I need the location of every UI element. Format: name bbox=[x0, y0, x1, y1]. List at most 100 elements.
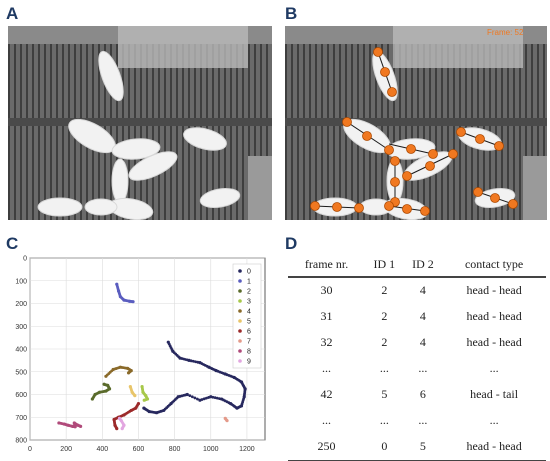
data-point bbox=[220, 397, 224, 401]
trajectory-chart: 0 200 400 600 800 1000 1200 010020030040050060… bbox=[15, 256, 266, 453]
cell: ... bbox=[379, 413, 389, 427]
series-2 bbox=[90, 382, 112, 401]
cell: 4 bbox=[419, 335, 426, 349]
cell: ... bbox=[489, 361, 499, 375]
cell: 4 bbox=[419, 283, 426, 297]
cell: ... bbox=[379, 361, 389, 375]
table-row: 32 2 4 head - head bbox=[288, 330, 546, 356]
data-point bbox=[195, 397, 199, 401]
cell: head - head bbox=[466, 283, 522, 297]
data-point bbox=[120, 427, 124, 431]
y-tick-label: 800 bbox=[15, 438, 27, 445]
data-point bbox=[202, 397, 206, 401]
data-point bbox=[142, 406, 146, 410]
data-point bbox=[192, 359, 195, 363]
pig-keypoint-overlay bbox=[310, 47, 518, 216]
cell: 0 bbox=[381, 439, 388, 453]
cell: ... bbox=[322, 413, 332, 427]
cell: ... bbox=[418, 413, 428, 427]
data-point bbox=[218, 397, 221, 400]
legend-label: 0 bbox=[247, 269, 251, 276]
header-id-1: ID 1 bbox=[373, 257, 396, 271]
panel-label-a: A bbox=[6, 4, 19, 23]
series-4 bbox=[104, 365, 133, 378]
legend-label: 1 bbox=[247, 279, 251, 286]
series-3 bbox=[140, 384, 150, 402]
y-tick-label: 0 bbox=[23, 256, 27, 263]
legend-label: 7 bbox=[247, 339, 251, 346]
cell: 31 bbox=[320, 309, 333, 323]
header-id-2: ID 2 bbox=[412, 257, 434, 271]
series-9 bbox=[117, 416, 126, 431]
data-point bbox=[102, 382, 106, 386]
table-row: 30 2 4 head - head bbox=[288, 277, 546, 304]
panel-label-d: D bbox=[285, 234, 298, 253]
frame-counter: Frame: 52 bbox=[487, 28, 524, 37]
data-point bbox=[136, 402, 141, 406]
legend-marker bbox=[238, 319, 242, 323]
data-point bbox=[133, 394, 137, 398]
data-point bbox=[213, 396, 217, 400]
pen-photo-a-image bbox=[8, 26, 272, 220]
cell: 5 bbox=[381, 387, 388, 401]
pen-photo-b-image: Frame: 52 bbox=[285, 26, 547, 220]
x-tick-label: 600 bbox=[133, 446, 145, 453]
cell: ... bbox=[322, 361, 332, 375]
data-point bbox=[190, 395, 194, 399]
x-tick-label: 800 bbox=[169, 446, 181, 453]
data-point bbox=[225, 419, 229, 423]
cell: 250 bbox=[317, 439, 336, 453]
data-point bbox=[126, 371, 131, 375]
series-8 bbox=[57, 421, 83, 429]
x-tick-label: 1000 bbox=[203, 446, 219, 453]
legend-marker bbox=[238, 349, 242, 353]
chart-legend: 0 1 2 3 4 5 6 7 8 9 bbox=[232, 263, 262, 369]
legend-label: 3 bbox=[247, 299, 251, 306]
series-7 bbox=[223, 416, 229, 423]
x-tick-label: 200 bbox=[60, 446, 72, 453]
data-point bbox=[194, 360, 197, 364]
y-tick-label: 400 bbox=[15, 347, 27, 354]
data-point bbox=[198, 398, 202, 402]
cell: 30 bbox=[320, 283, 333, 297]
legend-marker bbox=[238, 279, 242, 283]
y-tick-label: 100 bbox=[15, 278, 27, 285]
header-contact-type: contact type bbox=[464, 257, 524, 271]
legend-box bbox=[232, 263, 262, 369]
legend-label: 2 bbox=[247, 289, 251, 296]
table-row: 250 0 5 head - head bbox=[288, 434, 546, 461]
legend-marker bbox=[238, 289, 242, 293]
y-tick-label: 500 bbox=[15, 369, 27, 376]
cell: head - head bbox=[466, 309, 522, 323]
x-tick-label: 0 bbox=[28, 446, 32, 453]
data-point bbox=[207, 396, 211, 399]
data-point bbox=[142, 398, 146, 402]
cell: 5 bbox=[419, 439, 426, 453]
legend-label: 9 bbox=[247, 359, 251, 366]
cell: head - tail bbox=[470, 387, 519, 401]
y-tick-label: 200 bbox=[15, 301, 27, 308]
cell: 2 bbox=[381, 309, 388, 323]
series-5 bbox=[128, 384, 137, 398]
y-tick-label: 600 bbox=[15, 392, 27, 399]
cell: head - head bbox=[466, 439, 522, 453]
cell: 32 bbox=[320, 335, 333, 349]
cell: 2 bbox=[381, 335, 388, 349]
contact-table: frame nr. ID 1 ID 2 contact type 30 2 4 hea… bbox=[288, 252, 546, 461]
cell: 42 bbox=[320, 387, 333, 401]
legend-marker bbox=[238, 309, 242, 313]
legend-marker bbox=[238, 269, 242, 273]
table-row: 31 2 4 head - head bbox=[288, 304, 546, 330]
data-point bbox=[188, 394, 192, 398]
pen-photo-b: Frame: 52 bbox=[285, 26, 547, 220]
x-tick-label: 400 bbox=[96, 446, 108, 453]
panel-label-c: C bbox=[6, 234, 19, 253]
legend-marker bbox=[238, 339, 242, 343]
x-tick-label: 1200 bbox=[239, 446, 255, 453]
table-row: ............ bbox=[288, 356, 546, 382]
cell: head - head bbox=[466, 335, 522, 349]
table-row: ............ bbox=[288, 408, 546, 434]
data-point bbox=[131, 300, 135, 304]
table-row: 42 5 6 head - tail bbox=[288, 382, 546, 408]
legend-label: 8 bbox=[247, 349, 251, 356]
